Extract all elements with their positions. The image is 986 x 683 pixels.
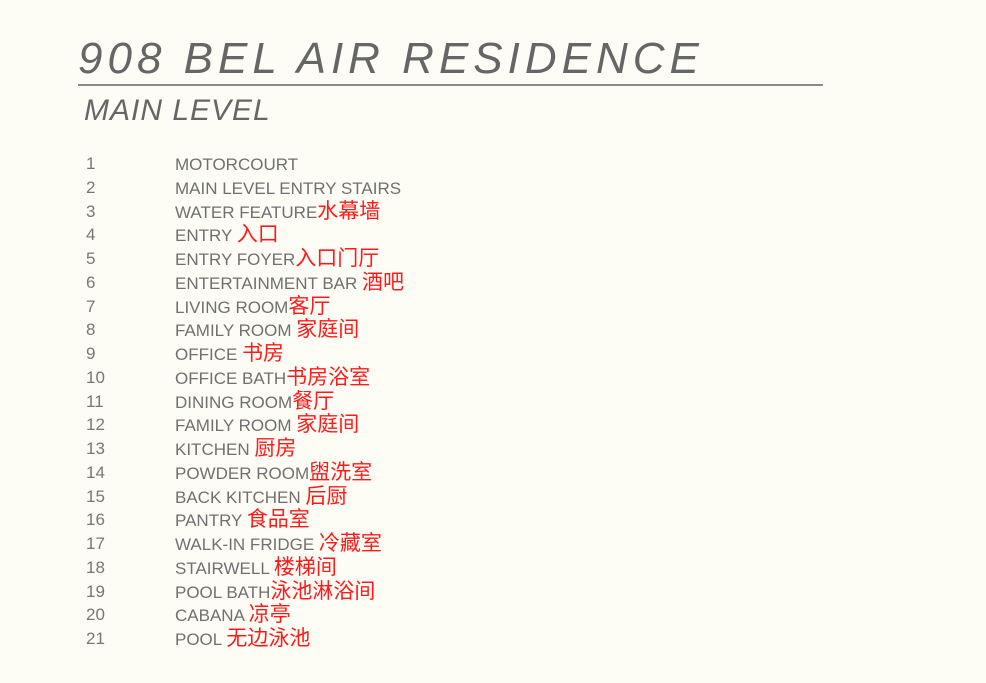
room-name: LIVING ROOM客厅 [175, 295, 330, 320]
room-name-chinese: 酒吧 [362, 270, 405, 294]
room-name-chinese: 盥洗室 [309, 460, 373, 484]
room-name-chinese: 食品室 [246, 508, 310, 532]
room-number: 19 [86, 581, 105, 601]
room-number: 7 [86, 296, 96, 316]
room-name-chinese: 凉亭 [248, 603, 291, 627]
room-name: FAMILY ROOM 家庭间 [175, 413, 359, 438]
room-number: 5 [86, 249, 96, 268]
room-name-english: POOL [175, 630, 227, 649]
room-name-chinese: 水幕墙 [317, 199, 381, 223]
room-name-chinese: 入口门厅 [295, 247, 380, 270]
level-subtitle: MAIN LEVEL [84, 94, 271, 127]
room-name: POOL 无边泳池 [175, 627, 310, 652]
room-name: ENTERTAINMENT BAR 酒吧 [175, 271, 404, 296]
room-number: 9 [86, 344, 96, 363]
room-name: CABANA 凉亭 [175, 603, 291, 628]
room-name-english: ENTERTAINMENT BAR [175, 273, 363, 293]
room-name: KITCHEN 厨房 [175, 437, 296, 462]
room-number: 11 [86, 391, 104, 411]
room-name-english: ENTRY FOYER [175, 250, 296, 269]
room-number: 8 [86, 320, 96, 340]
title-divider [78, 84, 823, 86]
room-number: 15 [86, 486, 105, 506]
room-name-chinese: 入口 [236, 223, 279, 247]
room-name-chinese: 泳池淋浴间 [270, 579, 376, 603]
page-title: 908 BEL AIR RESIDENCE [78, 34, 704, 83]
room-name-chinese: 厨房 [254, 437, 297, 460]
room-number: 10 [86, 367, 105, 387]
room-number: 17 [86, 534, 105, 553]
room-name-english: DINING ROOM [175, 392, 293, 412]
room-name-english: CABANA [175, 606, 249, 626]
room-name-chinese: 客厅 [288, 294, 331, 318]
room-name: ENTRY FOYER入口门厅 [175, 247, 379, 272]
room-name-chinese: 后厨 [305, 484, 348, 508]
room-name-english: OFFICE [175, 345, 243, 364]
room-number: 20 [86, 605, 105, 625]
room-name-english: WATER FEATURE [175, 202, 318, 222]
room-number: 14 [86, 462, 105, 482]
room-name: OFFICE BATH书房浴室 [175, 366, 370, 391]
room-name-english: ENTRY [175, 226, 237, 246]
room-name: OFFICE 书房 [175, 342, 284, 367]
room-number: 16 [86, 510, 105, 530]
room-name-english: POWDER ROOM [175, 463, 310, 483]
room-name-english: MAIN LEVEL ENTRY STAIRS [175, 178, 402, 198]
room-name-chinese: 无边泳池 [226, 627, 311, 650]
room-name-chinese: 餐厅 [292, 389, 335, 413]
room-number: 2 [86, 177, 96, 197]
room-name: BACK KITCHEN 后厨 [175, 485, 347, 510]
room-name: ENTRY 入口 [175, 223, 279, 248]
room-number: 4 [86, 225, 96, 245]
room-name-english: BACK KITCHEN [175, 487, 306, 507]
room-number: 1 [86, 154, 96, 173]
room-name-chinese: 书房浴室 [286, 365, 371, 389]
room-number: 6 [86, 272, 96, 292]
room-name-english: OFFICE BATH [175, 368, 287, 388]
room-name-english: MOTORCOURT [175, 155, 299, 174]
room-name: WATER FEATURE水幕墙 [175, 200, 380, 225]
room-name: DINING ROOM餐厅 [175, 390, 334, 415]
room-name: STAIRWELL 楼梯间 [175, 556, 337, 581]
room-name-chinese: 楼梯间 [273, 555, 337, 579]
room-name-english: FAMILY ROOM [175, 416, 297, 436]
room-name: FAMILY ROOM 家庭间 [175, 318, 359, 343]
room-name-english: LIVING ROOM [175, 297, 289, 317]
room-name-chinese: 冷藏室 [318, 532, 382, 555]
room-name-english: KITCHEN [175, 440, 255, 459]
room-name: WALK-IN FRIDGE 冷藏室 [175, 532, 382, 557]
room-number: 18 [86, 557, 105, 577]
room-number: 3 [86, 201, 96, 221]
room-name-chinese: 家庭间 [296, 318, 360, 342]
room-name-english: FAMILY ROOM [175, 321, 297, 341]
room-name-english: STAIRWELL [175, 558, 274, 578]
room-name-chinese: 家庭间 [296, 413, 360, 437]
room-name-english: POOL BATH [175, 582, 271, 602]
room-name: PANTRY 食品室 [175, 508, 310, 533]
room-name-english: PANTRY [175, 511, 247, 531]
room-name-chinese: 书房 [242, 342, 285, 365]
room-number: 13 [86, 439, 105, 458]
room-name: MAIN LEVEL ENTRY STAIRS [175, 176, 401, 201]
room-name-english: WALK-IN FRIDGE [175, 535, 319, 554]
room-name: MOTORCOURT [175, 152, 298, 177]
room-number: 12 [86, 415, 105, 435]
room-name: POWDER ROOM盥洗室 [175, 461, 372, 486]
room-number: 21 [86, 629, 105, 648]
room-name: POOL BATH泳池淋浴间 [175, 580, 375, 605]
